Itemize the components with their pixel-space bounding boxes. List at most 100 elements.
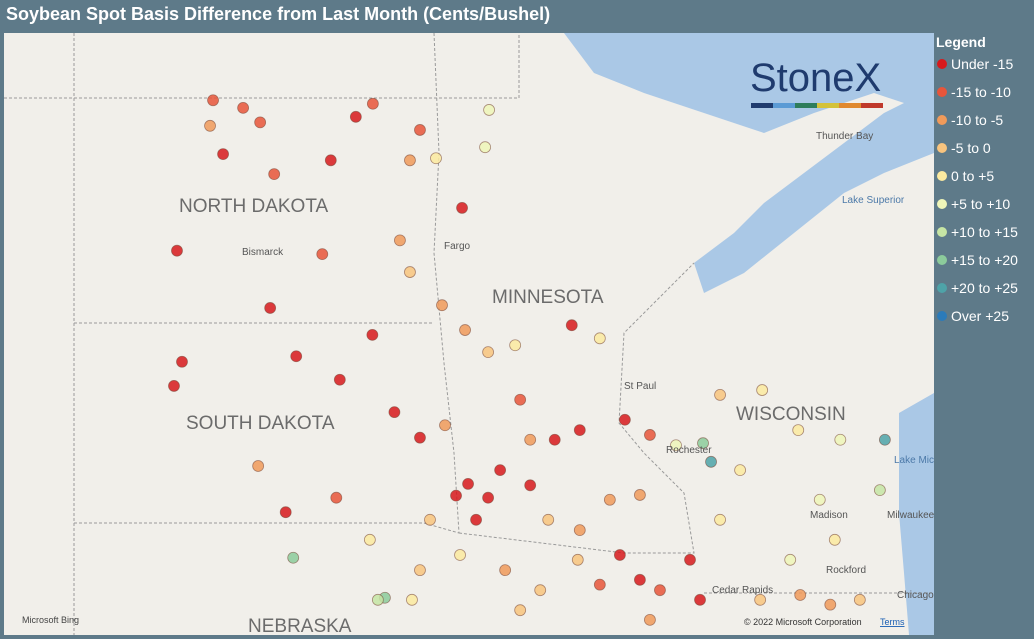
station-point[interactable] (634, 489, 646, 501)
station-point[interactable] (333, 373, 346, 386)
station-point[interactable] (644, 613, 656, 626)
station-point[interactable] (349, 110, 362, 123)
station-point[interactable] (439, 419, 451, 432)
station-point[interactable] (734, 464, 747, 477)
station-point[interactable] (366, 97, 379, 110)
station-point[interactable] (618, 413, 631, 426)
legend-item[interactable]: +20 to +25 (934, 280, 1034, 308)
station-point[interactable] (499, 564, 512, 577)
station-point[interactable] (479, 141, 491, 154)
station-point[interactable] (813, 493, 826, 506)
station-point[interactable] (414, 431, 426, 444)
station-point[interactable] (287, 551, 300, 564)
station-point[interactable] (404, 266, 416, 278)
station-point[interactable] (756, 384, 769, 396)
station-point[interactable] (714, 513, 726, 526)
station-point[interactable] (853, 593, 866, 606)
station-point[interactable] (593, 578, 606, 591)
terms-link[interactable]: Terms (880, 617, 905, 627)
station-point[interactable] (670, 439, 682, 452)
station-point[interactable] (573, 524, 586, 537)
station-point[interactable] (754, 593, 767, 606)
station-point[interactable] (394, 234, 406, 247)
legend-item[interactable]: -5 to 0 (934, 140, 1034, 168)
station-point[interactable] (414, 124, 426, 136)
station-point[interactable] (406, 593, 418, 606)
station-point[interactable] (873, 484, 886, 497)
station-point[interactable] (524, 479, 537, 492)
station-point[interactable] (697, 437, 709, 450)
station-point[interactable] (366, 328, 379, 341)
station-point[interactable] (534, 584, 547, 597)
station-point[interactable] (171, 244, 183, 257)
station-point[interactable] (828, 533, 841, 546)
station-point[interactable] (514, 604, 527, 617)
station-point[interactable] (252, 460, 265, 472)
station-point[interactable] (176, 355, 188, 368)
station-point[interactable] (483, 104, 496, 116)
station-point[interactable] (694, 593, 706, 606)
station-point[interactable] (264, 302, 277, 314)
legend-item[interactable]: +5 to +10 (934, 196, 1034, 224)
legend-item[interactable]: -15 to -10 (934, 84, 1034, 112)
station-point[interactable] (279, 506, 292, 519)
station-point[interactable] (603, 493, 616, 506)
station-point[interactable] (878, 433, 891, 446)
station-point[interactable] (784, 553, 797, 566)
station-point[interactable] (524, 433, 537, 446)
station-point[interactable] (571, 553, 584, 566)
station-point[interactable] (792, 424, 805, 436)
station-point[interactable] (371, 593, 384, 606)
station-point[interactable] (217, 148, 229, 160)
station-point[interactable] (316, 248, 329, 261)
station-point[interactable] (794, 589, 807, 601)
station-point[interactable] (573, 424, 586, 436)
station-point[interactable] (494, 464, 507, 477)
station-point[interactable] (482, 491, 495, 504)
legend-item[interactable]: Over +25 (934, 308, 1034, 336)
station-point[interactable] (424, 513, 436, 526)
station-point[interactable] (450, 489, 462, 502)
station-point[interactable] (482, 346, 495, 359)
legend-item[interactable]: 0 to +5 (934, 168, 1034, 196)
station-point[interactable] (514, 393, 527, 406)
station-point[interactable] (404, 154, 416, 167)
station-point[interactable] (430, 152, 442, 165)
station-point[interactable] (714, 388, 726, 401)
station-point[interactable] (204, 119, 216, 132)
station-point[interactable] (414, 564, 426, 577)
legend-item[interactable]: -10 to -5 (934, 112, 1034, 140)
station-point[interactable] (459, 324, 471, 336)
station-point[interactable] (542, 513, 555, 526)
station-point[interactable] (363, 533, 376, 546)
station-point[interactable] (834, 433, 847, 446)
station-point[interactable] (290, 350, 303, 363)
station-point[interactable] (168, 380, 180, 392)
station-point[interactable] (613, 549, 626, 561)
station-point[interactable] (207, 94, 219, 107)
station-point[interactable] (436, 299, 448, 312)
station-point[interactable] (593, 332, 606, 345)
station-point[interactable] (324, 154, 337, 167)
legend-item[interactable]: +15 to +20 (934, 252, 1034, 280)
legend-item[interactable]: +10 to +15 (934, 224, 1034, 252)
station-point[interactable] (634, 573, 646, 586)
station-point[interactable] (330, 491, 343, 504)
station-point[interactable] (454, 549, 466, 561)
station-point[interactable] (824, 598, 837, 611)
station-point[interactable] (268, 168, 281, 181)
station-point[interactable] (565, 319, 578, 332)
station-point[interactable] (548, 433, 561, 446)
station-point[interactable] (456, 202, 468, 214)
station-point[interactable] (470, 513, 482, 526)
station-point[interactable] (509, 339, 522, 352)
station-point[interactable] (237, 101, 250, 114)
station-point[interactable] (644, 429, 656, 441)
station-point[interactable] (684, 553, 696, 566)
station-point[interactable] (462, 478, 474, 490)
legend-item[interactable]: Under -15 (934, 56, 1034, 84)
station-point[interactable] (254, 116, 267, 129)
station-point[interactable] (388, 406, 401, 419)
station-point[interactable] (705, 455, 717, 468)
station-point[interactable] (654, 584, 666, 597)
